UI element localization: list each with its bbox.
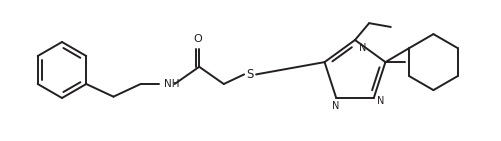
Text: S: S — [246, 68, 254, 81]
Text: N: N — [377, 96, 384, 106]
Text: NH: NH — [164, 79, 179, 89]
Text: N: N — [332, 101, 339, 111]
Text: N: N — [359, 43, 366, 53]
Text: O: O — [193, 34, 202, 44]
